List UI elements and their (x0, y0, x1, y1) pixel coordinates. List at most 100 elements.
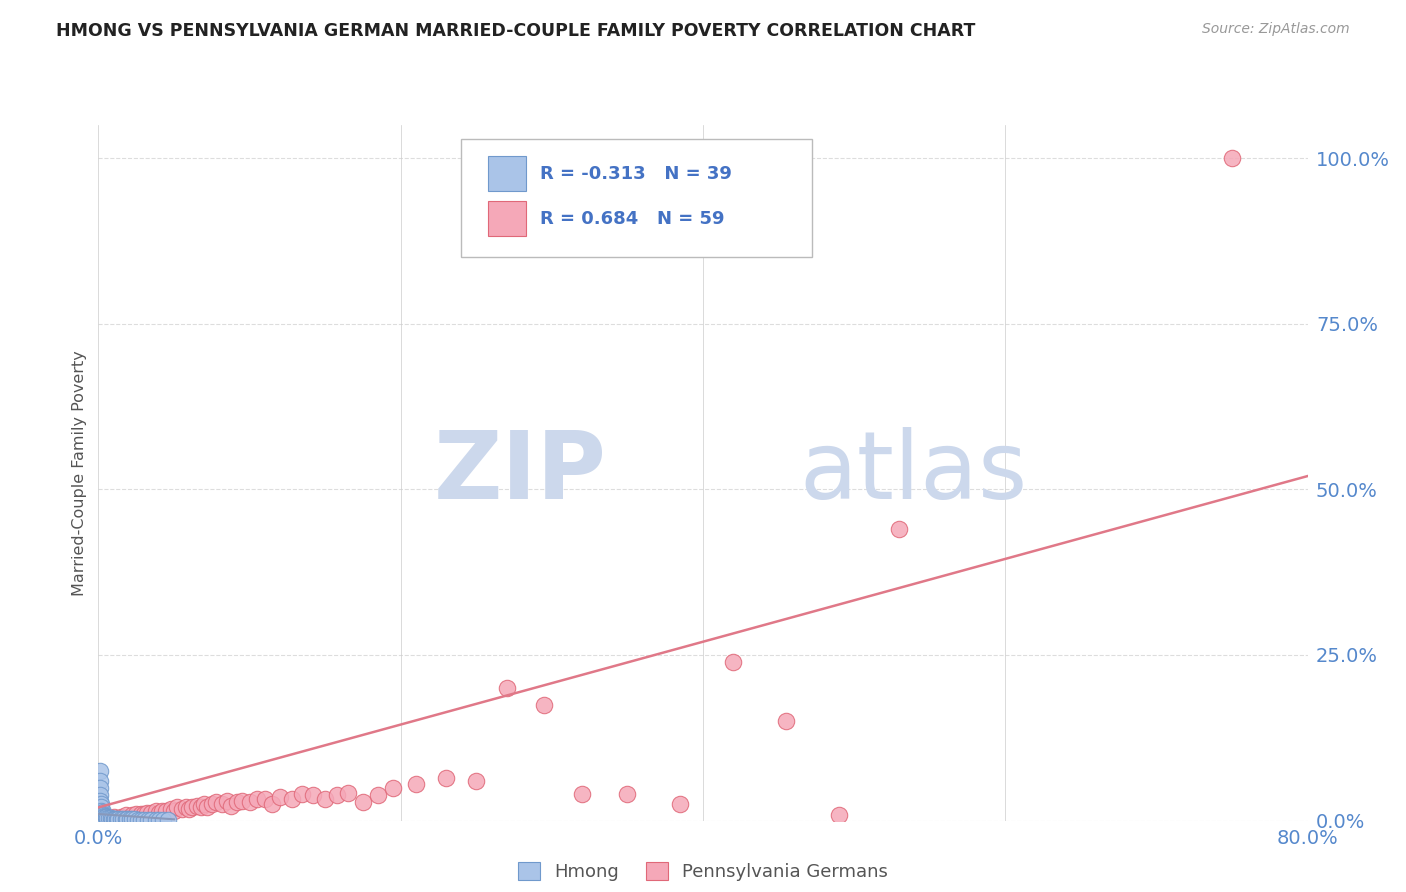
Point (103, 812, 125, 826)
Point (205, 795, 228, 809)
Point (616, 787, 638, 801)
Point (465, 773, 488, 788)
Text: R = -0.313   N = 39: R = -0.313 N = 39 (540, 165, 731, 183)
Point (145, 813, 167, 827)
Point (246, 792, 269, 806)
Point (190, 800, 212, 814)
Point (129, 813, 152, 827)
Point (211, 797, 233, 811)
Point (94, 810, 117, 824)
Point (132, 813, 155, 827)
Point (262, 797, 284, 811)
Point (571, 787, 593, 801)
Text: Source: ZipAtlas.com: Source: ZipAtlas.com (1202, 22, 1350, 37)
Point (103, 810, 125, 824)
Point (367, 789, 389, 803)
Point (186, 799, 208, 814)
Point (152, 813, 174, 827)
Point (195, 800, 218, 814)
Point (166, 800, 188, 814)
FancyBboxPatch shape (488, 202, 526, 236)
Point (125, 807, 148, 822)
Point (1220, 151, 1243, 165)
Point (90, 797, 112, 811)
Point (174, 800, 197, 814)
Point (163, 804, 186, 818)
Point (94, 810, 117, 824)
Point (382, 780, 405, 795)
Point (193, 797, 215, 811)
Point (302, 789, 325, 803)
Point (100, 811, 122, 825)
Point (111, 813, 134, 827)
Text: R = 0.684   N = 59: R = 0.684 N = 59 (540, 210, 724, 227)
Point (150, 804, 173, 818)
Point (148, 813, 170, 827)
Point (127, 813, 149, 827)
Point (89, 794, 111, 808)
Point (828, 808, 851, 822)
Point (114, 813, 136, 827)
Point (115, 813, 138, 827)
Text: atlas: atlas (800, 426, 1028, 519)
Point (495, 681, 517, 695)
Point (91, 805, 114, 819)
Point (434, 771, 457, 785)
Point (291, 787, 314, 801)
Point (121, 808, 143, 822)
Point (94, 810, 117, 824)
Point (114, 808, 136, 822)
Point (89, 764, 111, 778)
Point (239, 795, 262, 809)
Point (110, 810, 132, 824)
Point (723, 655, 745, 669)
Point (145, 804, 167, 818)
Point (89, 789, 111, 803)
Text: HMONG VS PENNSYLVANIA GERMAN MARRIED-COUPLE FAMILY POVERTY CORRELATION CHART: HMONG VS PENNSYLVANIA GERMAN MARRIED-COU… (56, 22, 976, 40)
Point (110, 813, 132, 827)
Point (669, 797, 692, 811)
Point (93, 810, 115, 824)
Point (221, 799, 243, 814)
Point (226, 795, 249, 809)
Point (89, 773, 111, 788)
Point (215, 794, 238, 808)
Point (107, 813, 129, 827)
Point (181, 800, 204, 814)
Point (352, 795, 374, 809)
Y-axis label: Married-Couple Family Poverty: Married-Couple Family Poverty (72, 350, 87, 596)
Point (155, 804, 177, 818)
Point (170, 802, 193, 816)
FancyBboxPatch shape (488, 156, 526, 191)
Point (533, 698, 555, 712)
Point (90, 804, 112, 818)
Point (90, 800, 112, 814)
Point (156, 813, 179, 827)
Point (160, 802, 183, 816)
Point (96, 811, 118, 825)
Point (120, 813, 142, 827)
Point (98, 811, 121, 825)
Point (121, 813, 143, 827)
Text: ZIP: ZIP (433, 426, 606, 519)
Point (101, 812, 124, 826)
Point (253, 792, 276, 806)
Point (231, 794, 253, 808)
Point (281, 792, 304, 806)
Point (129, 807, 152, 822)
Point (889, 522, 911, 536)
Point (775, 714, 797, 729)
Point (89, 780, 111, 795)
Point (91, 807, 114, 822)
Point (405, 777, 427, 791)
Point (136, 813, 159, 827)
Point (132, 807, 155, 822)
Point (201, 797, 224, 811)
Point (141, 813, 163, 827)
Point (269, 790, 291, 805)
Point (93, 809, 115, 823)
Point (179, 802, 201, 816)
FancyBboxPatch shape (461, 139, 811, 257)
Point (336, 786, 359, 800)
Point (105, 813, 128, 827)
